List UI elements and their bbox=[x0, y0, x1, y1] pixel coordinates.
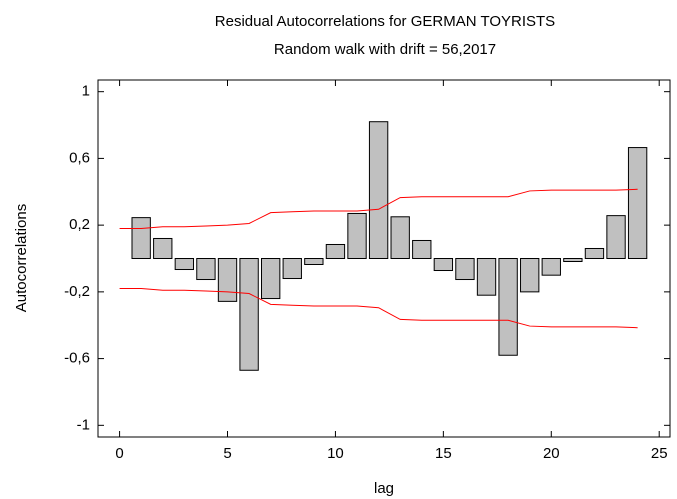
bar bbox=[282, 258, 302, 280]
bar bbox=[606, 215, 626, 259]
bar bbox=[196, 258, 216, 281]
limit-line bbox=[119, 288, 638, 329]
x-tick-label: 20 bbox=[543, 445, 560, 462]
x-tick-label: 15 bbox=[435, 445, 452, 462]
bar bbox=[541, 258, 561, 276]
bar bbox=[325, 243, 346, 260]
plot-frame bbox=[97, 79, 671, 438]
bar bbox=[433, 258, 454, 272]
chart-subtitle: Random walk with drift = 56,2017 bbox=[274, 41, 496, 58]
limit-line bbox=[119, 188, 638, 229]
bar bbox=[217, 258, 238, 302]
bar bbox=[261, 258, 281, 300]
bar bbox=[174, 258, 195, 271]
bar bbox=[304, 258, 324, 266]
bar bbox=[584, 247, 605, 260]
bar bbox=[498, 258, 518, 356]
x-tick-label: 0 bbox=[115, 445, 123, 462]
bar bbox=[239, 258, 259, 371]
y-axis-label: Autocorrelations bbox=[13, 204, 30, 312]
bar bbox=[347, 212, 367, 260]
bar bbox=[131, 217, 151, 260]
bar bbox=[563, 258, 583, 263]
x-tick-label: 10 bbox=[327, 445, 344, 462]
bar bbox=[520, 258, 540, 293]
chart-title: Residual Autocorrelations for GERMAN TOY… bbox=[215, 13, 555, 30]
x-tick-label: 25 bbox=[651, 445, 668, 462]
y-tick-label: 0,6 bbox=[69, 149, 90, 166]
x-tick-label: 5 bbox=[223, 445, 231, 462]
bar bbox=[390, 216, 410, 259]
y-tick-label: 0,2 bbox=[69, 216, 90, 233]
y-tick-label: -0,2 bbox=[64, 283, 90, 300]
bar bbox=[412, 239, 432, 260]
bar bbox=[455, 258, 475, 281]
y-tick-label: -1 bbox=[77, 416, 90, 433]
x-axis-label: lag bbox=[374, 480, 394, 497]
bar bbox=[153, 237, 173, 259]
bar bbox=[476, 258, 497, 296]
y-tick-label: 1 bbox=[82, 83, 90, 100]
bar bbox=[368, 121, 389, 259]
y-tick-label: -0,6 bbox=[64, 350, 90, 367]
bar bbox=[627, 147, 648, 259]
